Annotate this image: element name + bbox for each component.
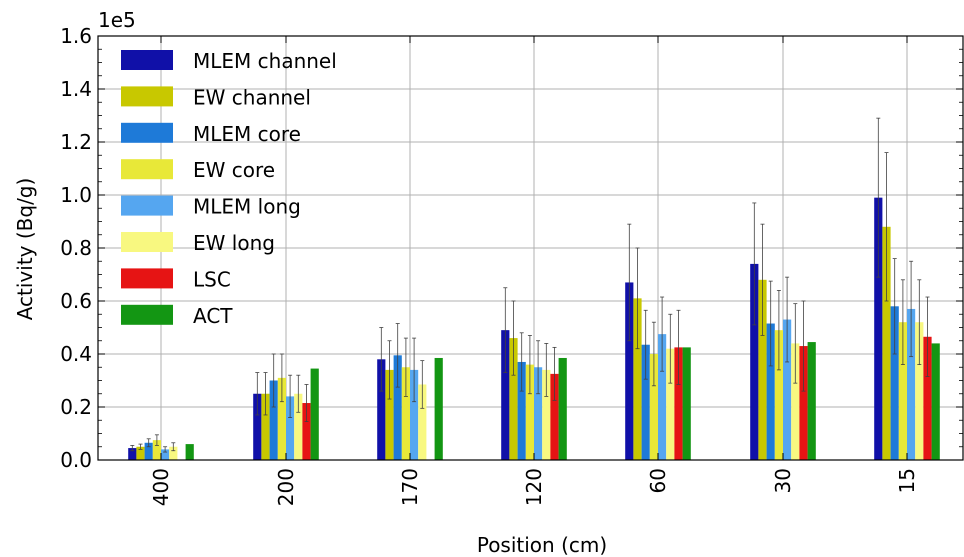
bar (666, 348, 675, 460)
bar (641, 344, 650, 460)
bar (682, 347, 691, 460)
legend-swatch (121, 268, 173, 289)
bar (261, 393, 270, 460)
bar (807, 342, 816, 460)
y-tick-label: 0.8 (60, 236, 92, 260)
bar (377, 359, 386, 460)
bar (410, 369, 419, 460)
legend: MLEM channel EW channel MLEM core EW core ML… (121, 49, 337, 328)
bar (401, 367, 410, 460)
bar (766, 323, 775, 460)
bar (923, 336, 932, 460)
legend-swatch (121, 304, 173, 325)
bar (509, 338, 518, 460)
x-tick-label: 30 (771, 468, 795, 493)
legend-swatch (121, 159, 173, 180)
bar (393, 355, 402, 460)
y-tick-label: 1.6 (60, 24, 92, 48)
bar (286, 396, 295, 460)
bar (385, 369, 394, 460)
bar (302, 403, 311, 460)
bar (152, 440, 161, 460)
bar (799, 346, 808, 460)
bar (907, 308, 916, 460)
bar (525, 364, 534, 460)
bar (253, 393, 262, 460)
legend-label: EW core (193, 158, 275, 182)
bar (542, 369, 551, 460)
y-tick-label: 1.2 (60, 130, 92, 154)
bar (550, 373, 559, 460)
bar (418, 384, 427, 460)
bar (890, 306, 899, 460)
bar (144, 442, 153, 460)
bar (310, 368, 319, 460)
bar (874, 197, 883, 460)
x-tick-label: 400 (149, 468, 173, 506)
bar (277, 377, 286, 460)
legend-swatch (121, 86, 173, 107)
x-tick-label: 60 (646, 468, 670, 493)
axes: 0.0 0.2 0.4 0.6 0.8 1.0 1.2 1.4 1.6 400 200 170 120 6… (60, 24, 964, 506)
bar (517, 361, 526, 460)
legend-label: MLEM channel (193, 49, 337, 73)
y-axis-label: Activity (Bq/g) (13, 178, 37, 321)
bar (169, 446, 178, 460)
legend-swatch (121, 50, 173, 70)
bar (898, 322, 907, 460)
error-bars (130, 117, 930, 453)
bar (501, 330, 510, 460)
legend-label: MLEM core (193, 122, 301, 146)
bar (185, 444, 194, 460)
bar (774, 330, 783, 460)
legend-swatch (121, 122, 173, 143)
bar (674, 347, 683, 460)
legend-label: ACT (193, 304, 233, 328)
legend-swatch (121, 195, 173, 216)
y-tick-label: 0.2 (60, 395, 92, 419)
bar (882, 226, 891, 460)
bar (915, 322, 924, 460)
bar (136, 446, 145, 460)
bar (294, 393, 303, 460)
y-tick-label: 1.4 (60, 77, 92, 101)
bar (434, 357, 443, 460)
bar (269, 380, 278, 460)
bar (750, 263, 759, 460)
bars (128, 197, 940, 460)
bar (625, 282, 634, 460)
x-axis-label: Position (cm) (477, 533, 607, 557)
legend-label: EW channel (193, 85, 311, 109)
legend-label: EW long (193, 231, 275, 255)
bar (128, 448, 137, 460)
y-tick-label: 0.4 (60, 342, 92, 366)
bar (633, 298, 642, 460)
bar (558, 357, 567, 460)
x-tick-label: 15 (895, 468, 919, 493)
y-multiplier-label: 1e5 (98, 8, 136, 32)
bar (649, 354, 658, 460)
bar (931, 343, 940, 460)
bar (161, 449, 170, 460)
y-tick-label: 0.6 (60, 289, 92, 313)
legend-label: LSC (193, 267, 231, 291)
bar (791, 343, 800, 460)
x-tick-label: 170 (398, 468, 422, 506)
x-tick-label: 200 (274, 468, 298, 506)
bar (758, 279, 767, 460)
legend-label: MLEM long (193, 195, 301, 219)
bar (534, 367, 543, 460)
y-tick-label: 1.0 (60, 183, 92, 207)
bar (658, 334, 667, 460)
legend-swatch (121, 232, 173, 252)
x-tick-label: 120 (522, 468, 546, 506)
bar (783, 319, 792, 460)
y-tick-label: 0.0 (60, 448, 92, 472)
